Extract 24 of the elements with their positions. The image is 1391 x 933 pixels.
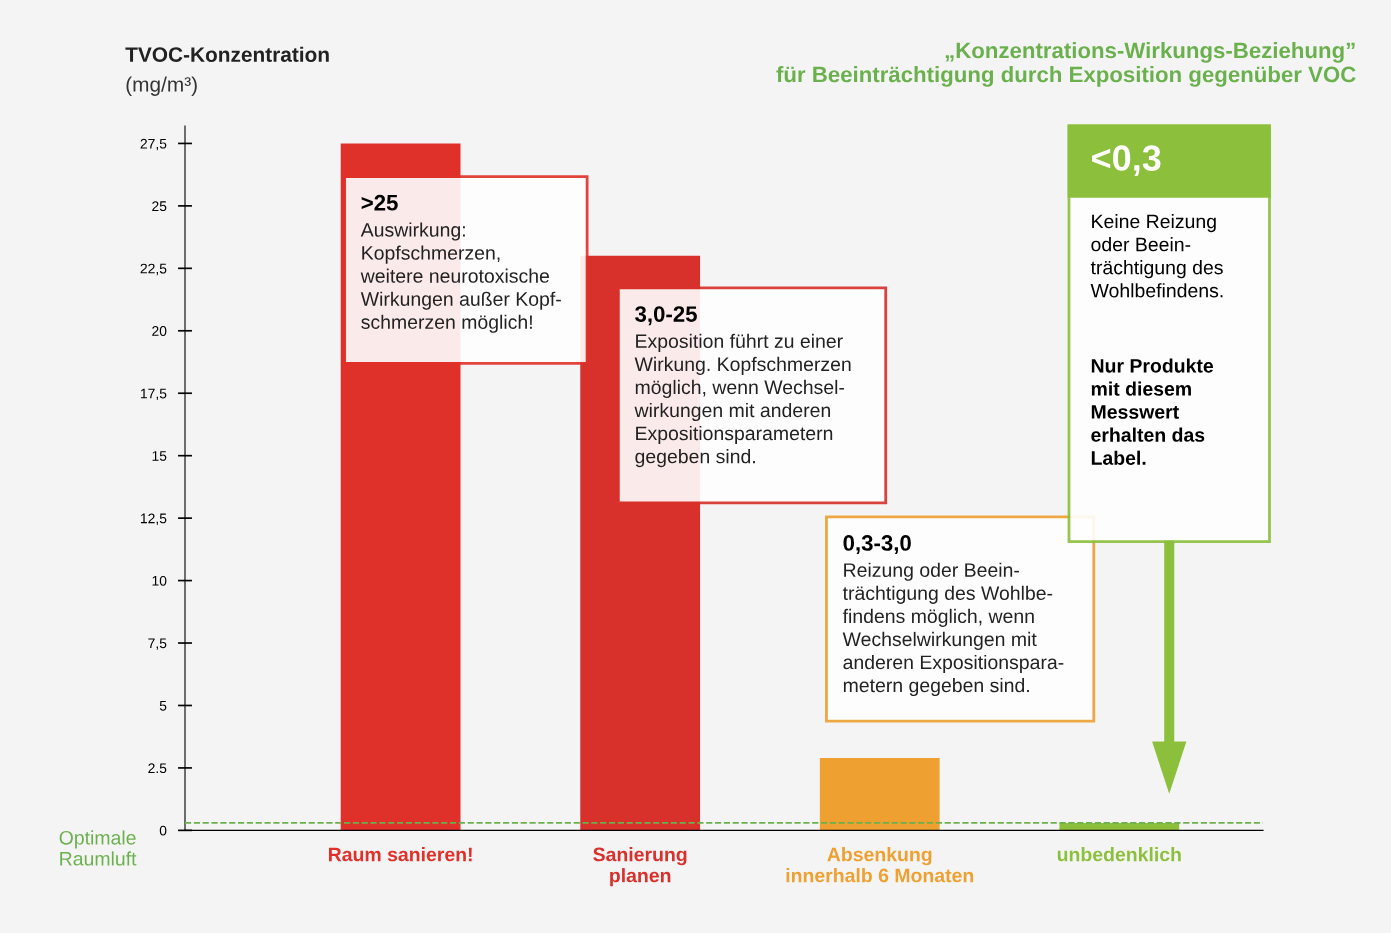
annotation: 3,0-25 Exposition führt zu einer Wirkung. Kopfschmerzen möglich, wenn Wechsel- wirkungen mit anderen Expositionsparametern gegeben sind. bbox=[634, 306, 851, 468]
y-tick-label: 2.5 bbox=[148, 763, 167, 774]
annotation: >25 Auswirkung: Kopfschmerzen, weitere neurotoxische Wirkungen außer Kopf- schmerzen möglich! bbox=[360, 194, 561, 333]
x-tick-label: Sanierung planen bbox=[593, 847, 687, 887]
x-tick-label: Absenkung innerhalb 6 Monaten bbox=[786, 847, 974, 883]
y-tick-label: 27,5 bbox=[140, 138, 167, 151]
text: <0,3 Keine Reizung oder Beein- trächtigung des Wohlbefindens. Nur Produkte mit diesem Messwert erhalten das Label. bbox=[1090, 145, 1223, 465]
ref-line-label: Optimale Raumluft bbox=[59, 830, 137, 866]
y-tick-label: 10 bbox=[152, 575, 167, 586]
y-tick-label: 22,5 bbox=[140, 263, 167, 276]
x-tick-label: unbedenklich bbox=[1057, 847, 1181, 862]
y-tick-label: 15 bbox=[152, 451, 167, 461]
y-tick-label: 17,5 bbox=[140, 388, 167, 401]
y-axis-title: TVOC-Konzentration (mg/m³) bbox=[125, 46, 329, 96]
annotation: 0,3-3,0 Reizung oder Beein- trächtigung des Wohlbe- findens möglich, wenn Wechselwirkungen mit anderen Expositionspara- metern gegeben sind. bbox=[842, 535, 1064, 697]
x-tick-label: Raum sanieren! bbox=[328, 847, 472, 862]
y-tick-label: 20 bbox=[152, 326, 167, 336]
y-tick-label: 12,5 bbox=[140, 513, 167, 525]
y-tick-label: 25 bbox=[152, 201, 167, 212]
chart-title: „Konzentrations-Wirkungs-Beziehung” für Beeinträchtigung durch Exposition gegenüber VOC bbox=[776, 41, 1356, 87]
y-tick-label: 7,5 bbox=[148, 638, 167, 650]
y-tick-label: 0 bbox=[159, 825, 167, 836]
bar bbox=[819, 757, 940, 831]
y-tick-label: 5 bbox=[159, 700, 167, 711]
